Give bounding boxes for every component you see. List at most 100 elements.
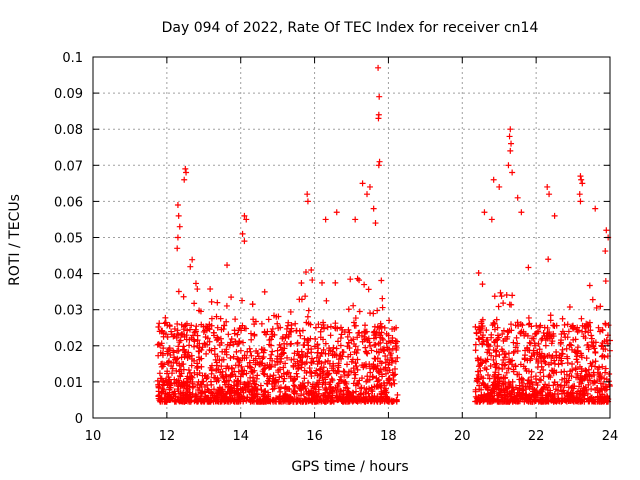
data-point [548, 340, 555, 347]
data-point [161, 379, 168, 386]
data-point [378, 360, 385, 367]
data-point [366, 339, 373, 346]
data-point [389, 325, 396, 332]
data-point [208, 322, 215, 329]
data-point [561, 368, 568, 375]
data-point [377, 339, 384, 346]
data-point [375, 115, 382, 122]
y-tick-label: 0.04 [54, 268, 83, 283]
data-point [493, 316, 500, 323]
data-point [173, 367, 180, 374]
data-point [574, 395, 581, 402]
data-point [292, 320, 299, 327]
data-point [483, 358, 490, 365]
data-point [234, 378, 241, 385]
x-axis-label: GPS time / hours [291, 459, 408, 475]
data-point [499, 331, 506, 338]
data-point [385, 332, 392, 339]
data-point [313, 367, 320, 374]
data-point [490, 176, 497, 183]
data-point [510, 366, 517, 373]
data-point [211, 345, 218, 352]
data-point [279, 334, 286, 341]
data-point [192, 280, 199, 287]
data-point [180, 366, 187, 373]
data-point [208, 298, 215, 305]
data-point [185, 366, 192, 373]
data-point [390, 372, 397, 379]
data-point [236, 357, 243, 364]
data-point [273, 355, 280, 362]
data-point [238, 363, 245, 370]
data-point [566, 341, 573, 348]
data-point [528, 353, 535, 360]
data-point [524, 380, 531, 387]
data-point [478, 318, 485, 325]
data-point [320, 321, 327, 328]
data-point [363, 349, 370, 356]
data-point [483, 327, 490, 334]
data-point [191, 357, 198, 364]
data-point [251, 367, 258, 374]
data-point [160, 345, 167, 352]
data-point [352, 216, 359, 223]
data-point [503, 292, 510, 299]
data-point [570, 394, 577, 401]
data-point [361, 397, 368, 404]
data-point [550, 382, 557, 389]
data-point [286, 369, 293, 376]
data-point [160, 379, 167, 386]
data-point [190, 336, 197, 343]
data-point [224, 341, 231, 348]
data-point [208, 347, 215, 354]
data-point [345, 306, 352, 313]
data-point [516, 371, 523, 378]
data-point [492, 353, 499, 360]
data-point [284, 322, 291, 329]
data-point [522, 391, 529, 398]
data-point [575, 327, 582, 334]
data-point [332, 368, 339, 375]
data-point [364, 397, 371, 404]
data-point [472, 347, 479, 354]
data-point [251, 332, 258, 339]
data-point [265, 316, 272, 323]
data-point [298, 280, 305, 287]
data-point [282, 398, 289, 405]
data-point [570, 383, 577, 390]
data-point [574, 370, 581, 377]
data-point [566, 303, 573, 310]
data-point [574, 359, 581, 366]
data-point [579, 322, 586, 329]
data-point [596, 364, 603, 371]
data-point [527, 398, 534, 405]
data-point [483, 337, 490, 344]
data-point [270, 312, 277, 319]
data-point [488, 216, 495, 223]
data-point [324, 389, 331, 396]
data-point [234, 385, 241, 392]
data-point [531, 386, 538, 393]
x-tick-label: 14 [232, 429, 249, 444]
data-point [175, 288, 182, 295]
data-point [174, 245, 181, 252]
data-point [261, 388, 268, 395]
data-point [547, 389, 554, 396]
data-point [496, 351, 503, 358]
data-point [301, 383, 308, 390]
data-point [514, 348, 521, 355]
data-point [570, 336, 577, 343]
data-point [523, 386, 530, 393]
data-point [551, 360, 558, 367]
data-point [314, 341, 321, 348]
data-point [196, 348, 203, 355]
data-point [354, 356, 361, 363]
data-point [498, 346, 505, 353]
data-point [383, 396, 390, 403]
data-point [368, 347, 375, 354]
data-point [230, 341, 237, 348]
data-point [287, 308, 294, 315]
data-point [305, 307, 312, 314]
data-point [374, 355, 381, 362]
data-point [297, 354, 304, 361]
